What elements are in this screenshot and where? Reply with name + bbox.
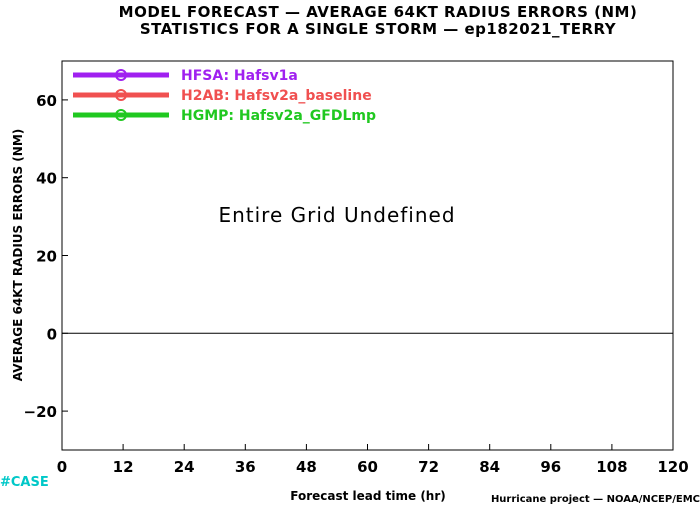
chart-subtitle: STATISTICS FOR A SINGLE STORM — ep182021… xyxy=(140,20,617,38)
x-axis-label: Forecast lead time (hr) xyxy=(290,489,446,503)
y-tick-label: 20 xyxy=(36,248,57,266)
x-tick-label: 0 xyxy=(57,458,67,476)
legend-label-1: HFSA: Hafsv1a xyxy=(181,68,298,84)
x-tick-label: 72 xyxy=(418,458,439,476)
y-tick-label: 60 xyxy=(36,92,57,110)
legend-marker-3 xyxy=(115,109,127,121)
x-tick-label: 12 xyxy=(113,458,134,476)
x-tick-label: 84 xyxy=(479,458,500,476)
undefined-annotation: Entire Grid Undefined xyxy=(218,203,455,227)
legend-marker-1 xyxy=(115,69,127,81)
legend-label-3: HGMP: Hafsv2a_GFDLmp xyxy=(181,108,376,124)
y-tick-label: 40 xyxy=(36,170,57,188)
x-tick-label: 120 xyxy=(657,458,688,476)
x-tick-label: 48 xyxy=(296,458,317,476)
chart-title: MODEL FORECAST — AVERAGE 64KT RADIUS ERR… xyxy=(119,3,638,21)
x-tick-label: 24 xyxy=(174,458,195,476)
x-tick-label: 60 xyxy=(357,458,378,476)
legend-label-2: H2AB: Hafsv2a_baseline xyxy=(181,88,372,104)
x-tick-label: 36 xyxy=(235,458,256,476)
y-axis-label: AVERAGE 64KT RADIUS ERRORS (NM) xyxy=(11,129,25,381)
x-tick-label: 96 xyxy=(540,458,561,476)
footer-credit: Hurricane project — NOAA/NCEP/EMC xyxy=(491,494,700,505)
y-tick-label: 0 xyxy=(47,325,57,343)
x-tick-label: 108 xyxy=(596,458,627,476)
legend-marker-2 xyxy=(115,89,127,101)
case-label: #CASE xyxy=(0,475,49,490)
y-tick-label: −20 xyxy=(24,403,57,421)
